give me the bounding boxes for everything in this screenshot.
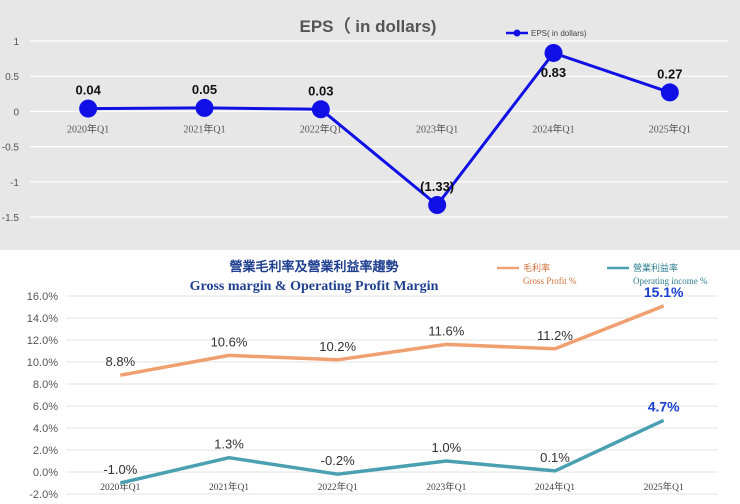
eps-x-tick-label: 2020年Q1	[67, 122, 109, 135]
margin-y-tick-label: 10.0%	[27, 357, 58, 369]
eps-data-label: (1.33)	[420, 179, 454, 194]
margin-legend: 毛利率 Gross Profit % 營業利益率 Operating incom…	[497, 262, 708, 286]
gross-margin-label: 10.6%	[211, 334, 248, 349]
margin-y-tick-label: -2.0%	[29, 489, 58, 501]
margin-x-tick-label: 2021年Q1	[209, 481, 249, 493]
gross-legend-label: 毛利率	[523, 262, 550, 273]
operating-legend-label: 營業利益率	[633, 262, 678, 273]
gross-margin-label: 8.8%	[106, 354, 136, 369]
eps-y-tick-label: -1.5	[2, 213, 20, 224]
eps-x-tick-label: 2022年Q1	[300, 122, 342, 135]
margin-y-tick-label: 4.0%	[33, 423, 58, 435]
eps-data-label: 0.05	[192, 82, 217, 97]
eps-data-label: 0.83	[541, 65, 566, 80]
eps-data-point	[195, 98, 214, 117]
eps-data-point	[544, 43, 563, 62]
margin-x-tick-label: 2022年Q1	[318, 481, 358, 493]
eps-x-tick-label: 2024年Q1	[532, 122, 574, 135]
eps-data-label: 0.27	[657, 66, 682, 81]
eps-data-label: 0.04	[76, 83, 102, 98]
eps-x-tick-label: 2021年Q1	[183, 122, 225, 135]
gross-margin-line	[120, 304, 665, 377]
gross-margin-label: 11.6%	[428, 323, 464, 338]
margin-y-tick-label: 0.0%	[33, 467, 58, 479]
operating-margin-line	[119, 418, 665, 485]
eps-chart-panel: EPS（ in dollars) EPS( in dollars) 1 0.5 0 -…	[0, 0, 740, 250]
eps-data-label: 0.03	[308, 83, 333, 98]
gross-margin-label: 11.2%	[537, 328, 573, 343]
operating-margin-label: 0.1%	[540, 450, 570, 465]
margin-y-tick-label: 8.0%	[33, 379, 58, 391]
operating-margin-label: 1.3%	[214, 437, 244, 452]
margin-chart-title: 營業毛利率及營業利益率趨勢	[229, 259, 398, 274]
operating-margin-label: 4.7%	[648, 398, 680, 414]
operating-margin-label: 1.0%	[432, 440, 462, 455]
eps-y-tick-label: -0.5	[2, 143, 20, 154]
eps-data-point	[311, 100, 330, 119]
margin-x-tick-label: 2020年Q1	[100, 481, 140, 493]
eps-data-point	[428, 196, 447, 215]
eps-data-point	[79, 99, 98, 118]
margin-y-tick-label: 12.0%	[27, 335, 58, 347]
operating-margin-label: -0.2%	[321, 453, 355, 468]
gross-margin-label: 15.1%	[644, 284, 684, 300]
operating-legend-label-en: Operating income %	[633, 276, 708, 286]
eps-y-tick-label: 0	[13, 107, 19, 118]
eps-y-tick-label: -1	[10, 178, 19, 189]
eps-chart: EPS（ in dollars) EPS( in dollars) 1 0.5 0 -…	[2, 16, 728, 224]
margin-chart-panel: 營業毛利率及營業利益率趨勢 Gross margin & Operating P…	[0, 252, 740, 504]
margin-chart-subtitle: Gross margin & Operating Profit Margin	[190, 279, 439, 294]
operating-margin-label: -1.0%	[103, 462, 137, 477]
margin-y-tick-label: 6.0%	[33, 401, 58, 413]
eps-x-tick-label: 2023年Q1	[416, 122, 458, 135]
gross-margin-label: 10.2%	[319, 339, 356, 354]
margin-x-tick-label: 2023年Q1	[426, 481, 466, 493]
margin-x-tick-label: 2024年Q1	[535, 481, 575, 493]
margin-y-tick-label: 2.0%	[33, 445, 58, 457]
margin-x-tick-label: 2025年Q1	[644, 481, 684, 493]
eps-chart-title: EPS（ in dollars)	[300, 16, 437, 36]
eps-legend-label: EPS( in dollars)	[531, 29, 587, 38]
margin-chart: 營業毛利率及營業利益率趨勢 Gross margin & Operating P…	[27, 259, 718, 501]
eps-y-tick-label: 1	[13, 37, 19, 48]
margin-y-tick-label: 16.0%	[27, 291, 58, 303]
gross-legend-label-en: Gross Profit %	[523, 276, 577, 286]
eps-series-line	[88, 51, 671, 208]
eps-x-tick-label: 2025年Q1	[649, 122, 691, 135]
eps-legend: EPS( in dollars)	[506, 29, 587, 38]
margin-y-tick-label: 14.0%	[27, 313, 58, 325]
eps-y-tick-label: 0.5	[5, 72, 19, 83]
eps-legend-marker	[513, 29, 521, 37]
eps-data-point	[660, 83, 679, 102]
